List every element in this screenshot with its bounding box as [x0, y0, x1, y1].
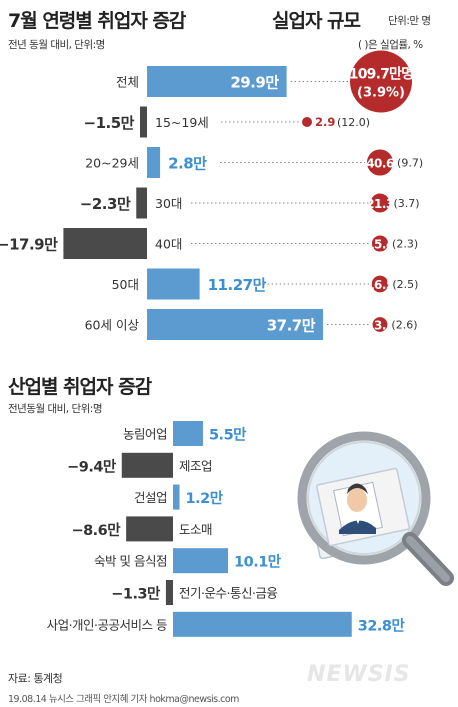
unemployed-bubble — [350, 50, 412, 113]
magnifier-icon — [297, 431, 454, 586]
unemployed-bubble — [370, 193, 390, 213]
unemployed-value-label: 16.5 — [366, 278, 394, 292]
unemployed-value-label: 109.7만명 — [349, 66, 413, 83]
age-value-label: −1.5만 — [84, 114, 135, 132]
unemployed-value-label: 15.4 — [366, 238, 394, 252]
industry-category-label: 건설업 — [134, 490, 167, 505]
industry-category-label: 도소매 — [179, 522, 212, 537]
unemployed-bubble — [371, 235, 389, 252]
unemployment-rate-label: (2.6) — [391, 319, 417, 332]
unemployed-value-label: 40.6 — [366, 157, 394, 171]
age-value-label: 37.7만 — [267, 317, 316, 335]
age-bar — [139, 106, 147, 138]
industry-bar — [165, 580, 173, 605]
industry-value-label: 10.1만 — [234, 554, 282, 571]
age-category-label: 40대 — [155, 237, 182, 252]
industry-value-label: −1.3만 — [111, 586, 161, 603]
unemployment-rate-label: (12.0) — [337, 116, 370, 129]
unemployment-rate-label: (2.5) — [392, 278, 418, 291]
unemployed-value-label: 13.1 — [366, 319, 394, 333]
industry-chart-title: 산업별 취업자 증감 — [8, 376, 152, 398]
age-bar — [136, 187, 147, 219]
age-category-label: 60세 이상 — [85, 318, 140, 333]
industry-value-label: −8.6만 — [71, 522, 121, 539]
age-bar — [147, 309, 324, 340]
industry-value-label: 1.2만 — [186, 490, 224, 507]
age-value-label: 11.27만 — [208, 276, 267, 294]
age-value-label: 29.9만 — [230, 74, 279, 92]
industry-chart-subtitle: 전년동월 대비, 단위:명 — [8, 403, 103, 415]
industry-category-label: 사업·개인·공공서비스 등 — [47, 617, 167, 632]
age-category-label: 50대 — [112, 277, 139, 292]
industry-value-label: −9.4만 — [67, 458, 117, 475]
age-category-label: 20~29세 — [85, 156, 139, 171]
age-value-label: 2.8만 — [168, 155, 207, 173]
newsis-logo: NEWSIS — [307, 662, 411, 687]
age-value-label: −17.9만 — [0, 236, 58, 254]
source-note: 자료: 통계청 — [8, 672, 63, 685]
unemployment-rate-label: (9.7) — [397, 157, 423, 170]
unemployed-title: 실업자 규모 — [272, 10, 361, 32]
unemployment-rate-label: (3.9%) — [357, 86, 405, 101]
industry-bar — [173, 484, 180, 510]
unemployed-value-label: 2.9 — [315, 115, 335, 129]
age-category-label: 30대 — [155, 196, 182, 211]
unemployed-bubble — [371, 275, 389, 293]
industry-bar — [173, 421, 203, 446]
age-bar — [63, 228, 148, 259]
industry-bar — [173, 548, 229, 574]
unemployed-value-label: 21.3 — [366, 197, 394, 211]
unemployed-unit: 단위:만 명 — [388, 15, 431, 27]
industry-category-label: 숙박 및 음식점 — [94, 554, 167, 569]
age-bar — [147, 268, 200, 300]
unemployment-rate-label: (2.3) — [392, 238, 418, 251]
industry-value-label: 5.5만 — [209, 427, 247, 444]
industry-bar — [121, 452, 173, 478]
industry-category-label: 전기·운수·통신·금융 — [179, 586, 277, 601]
age-bar — [147, 147, 161, 178]
industry-value-label: 32.8만 — [358, 617, 406, 634]
unemployed-bubble — [302, 117, 312, 127]
unemployed-subtitle: ( )은 실업률, % — [358, 39, 423, 51]
age-value-label: −2.3만 — [80, 195, 131, 213]
credit-line: 19.08.14 뉴시스 그래픽 안지혜 기자 hokma@newsis.com — [8, 694, 239, 705]
unemployed-bubble — [366, 149, 394, 176]
industry-category-label: 제조업 — [179, 458, 212, 473]
industry-bar — [173, 611, 352, 637]
age-bar — [147, 66, 287, 97]
industry-category-label: 농림어업 — [123, 427, 167, 442]
unemployment-rate-label: (3.7) — [393, 197, 419, 210]
age-category-label: 15~19세 — [155, 115, 209, 130]
industry-bar — [126, 516, 173, 542]
age-chart-subtitle: 전년 동월 대비, 단위:명 — [8, 39, 105, 51]
age-category-label: 전체 — [116, 75, 139, 90]
age-chart-title: 7월 연령별 취업자 증감 — [8, 10, 186, 32]
unemployed-bubble — [372, 317, 388, 332]
